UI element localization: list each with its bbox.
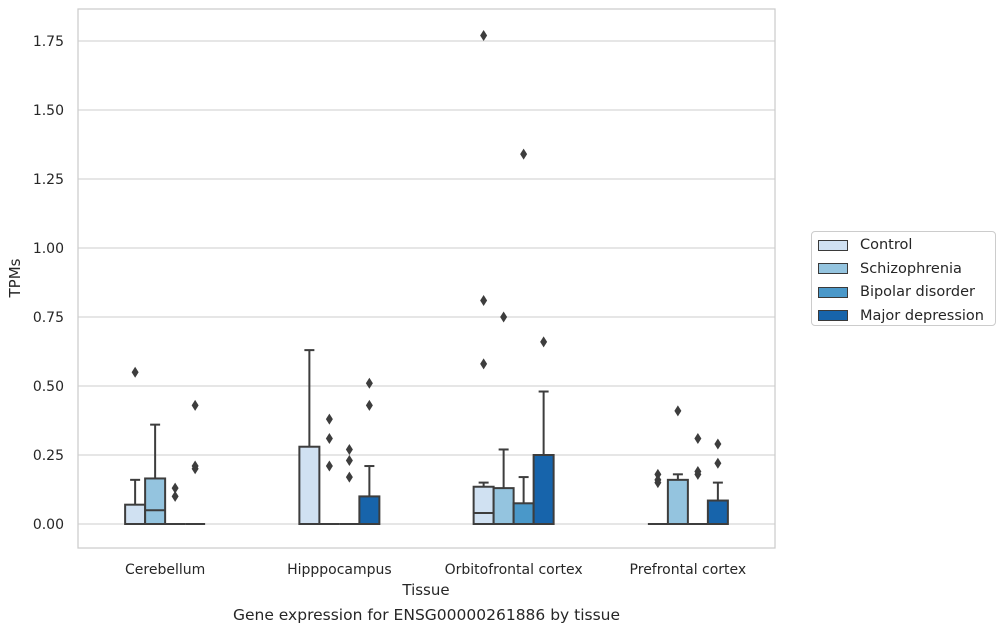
outlier-point	[694, 466, 702, 478]
legend-swatch	[818, 286, 848, 298]
box-major-depression	[358, 377, 381, 525]
outlier-point	[171, 482, 179, 494]
y-tick-label: 1.00	[33, 241, 64, 257]
y-tick-label: 0.25	[33, 448, 64, 464]
box-bipolar-disorder	[165, 482, 186, 525]
outlier-point	[325, 432, 333, 444]
box-control	[124, 366, 147, 525]
x-tick-labels: Cerebellum Hipppocampus Orbitofrontal cort…	[125, 562, 746, 578]
outlier-point	[714, 438, 722, 450]
outlier-point	[540, 336, 548, 348]
legend: Control Schizophrenia Bipolar disorder Majo…	[811, 231, 996, 326]
outlier-point	[365, 399, 373, 411]
legend-label: Major depression	[860, 307, 984, 324]
figure-caption: Gene expression for ENSG00000261886 by t…	[232, 606, 621, 624]
box-rect	[492, 487, 515, 525]
outlier-point	[345, 443, 353, 455]
outlier-point	[480, 294, 488, 306]
box-major-depression	[706, 438, 729, 526]
y-tick-label: 0.75	[33, 310, 64, 326]
y-tick-labels: 0.00 0.25 0.50 0.75 1.00 1.25 1.50 1.75	[33, 34, 64, 533]
box-bipolar-disorder	[687, 432, 708, 525]
box-schizophrenia	[144, 423, 167, 525]
box-control	[647, 468, 668, 525]
x-axis-label: Tissue	[401, 581, 449, 599]
box-rect	[124, 503, 147, 525]
outlier-point	[191, 399, 199, 411]
y-tick-label: 1.25	[33, 172, 64, 188]
box-schizophrenia	[666, 405, 689, 525]
outlier-point	[480, 29, 488, 41]
outlier-point	[674, 405, 682, 417]
box-schizophrenia	[319, 413, 340, 525]
outlier-point	[131, 366, 139, 378]
box-rect	[666, 478, 689, 525]
legend-swatch	[818, 310, 848, 321]
outlier-point	[654, 468, 662, 480]
outlier-point	[520, 148, 528, 160]
legend-swatch	[818, 239, 848, 251]
legend-label: Bipolar disorder	[860, 284, 975, 300]
outlier-point	[714, 457, 722, 469]
x-tick-label: Hipppocampus	[287, 562, 392, 578]
x-tick-label: Prefrontal cortex	[630, 562, 747, 578]
outlier-point	[365, 377, 373, 389]
legend-item: Control	[818, 235, 912, 255]
y-tick-label: 0.50	[33, 379, 64, 395]
box-major-depression	[532, 336, 555, 525]
legend-item: Major depression	[818, 306, 984, 326]
legend-label: Control	[860, 237, 913, 253]
outlier-point	[694, 432, 702, 444]
box-rect	[512, 502, 535, 525]
outlier-point	[171, 490, 179, 502]
y-tick-label: 1.50	[33, 103, 64, 119]
box-major-depression	[185, 399, 206, 525]
grid-lines	[78, 40, 775, 525]
legend-item: Schizophrenia	[818, 259, 962, 279]
outlier-point	[654, 474, 662, 486]
box-schizophrenia	[492, 311, 515, 525]
box-bipolar-disorder	[339, 443, 360, 525]
box-control	[472, 29, 495, 525]
box-rect	[298, 445, 321, 525]
legend-swatch	[818, 263, 848, 274]
x-tick-label: Orbitofrontal cortex	[445, 562, 583, 578]
box-rect	[532, 454, 555, 525]
box-rect	[358, 495, 381, 525]
outlier-point	[325, 413, 333, 425]
y-axis-label: TPMs	[6, 258, 24, 298]
outlier-point	[325, 460, 333, 472]
outlier-point	[480, 358, 488, 370]
box-rect	[472, 485, 495, 525]
box-control	[298, 349, 321, 525]
legend-item: Bipolar disorder	[818, 282, 975, 302]
plot-area-frame	[77, 8, 776, 549]
x-tick-label: Cerebellum	[125, 562, 205, 578]
box-plot-boxes	[124, 29, 729, 526]
outlier-point	[500, 311, 508, 323]
outlier-point	[345, 455, 353, 467]
box-rect	[706, 499, 729, 526]
outlier-point	[345, 471, 353, 483]
outlier-point	[191, 460, 199, 472]
y-tick-label: 1.75	[33, 34, 64, 50]
box-rect	[144, 477, 167, 525]
y-tick-label: 0.00	[33, 517, 64, 533]
legend-label: Schizophrenia	[860, 260, 962, 277]
box-bipolar-disorder	[512, 148, 535, 525]
